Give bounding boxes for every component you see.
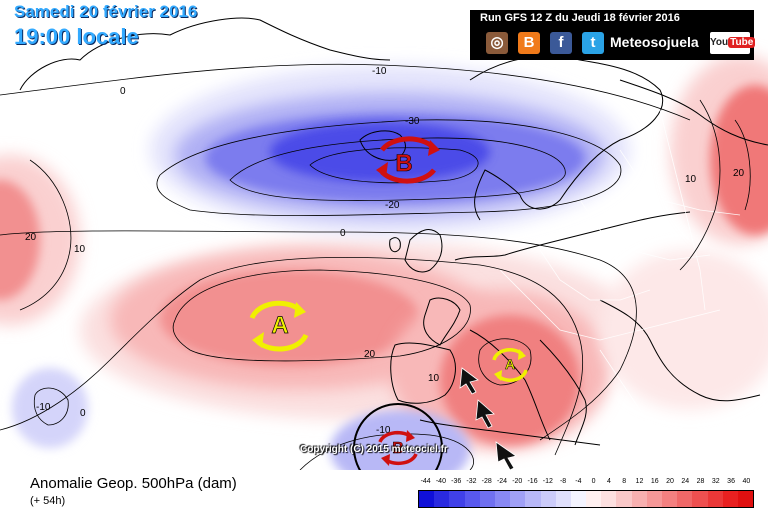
scale-labels: -44 -40 -36 -32 -28 -24 -20 -16 -12 -8 -4 0 4 8 12 16 20… bbox=[418, 478, 754, 490]
scale-swatch bbox=[616, 491, 632, 507]
scale-label: 36 bbox=[727, 478, 735, 485]
forecast-date: Samedi 20 février 2016 bbox=[14, 2, 198, 21]
scale-swatch bbox=[555, 491, 571, 507]
scale-label: 0 bbox=[591, 478, 596, 485]
high-pressure-atlantic: A bbox=[249, 300, 309, 352]
scale-label: 24 bbox=[681, 478, 690, 485]
contour-label: -10 bbox=[376, 425, 391, 436]
contour-label: 10 bbox=[74, 244, 86, 255]
low-center-letter: B bbox=[395, 150, 412, 177]
scale-label: 16 bbox=[650, 478, 659, 485]
scale-label: 8 bbox=[622, 478, 627, 485]
flow-arrow-icon bbox=[475, 399, 495, 429]
copyright-notice: Copyright (C) 2015 meteociel.fr bbox=[300, 444, 448, 455]
scale-label: 4 bbox=[606, 478, 611, 485]
scale-label: 20 bbox=[666, 478, 674, 485]
youtube-icon[interactable]: You Tube bbox=[710, 32, 756, 54]
scale-swatch bbox=[646, 491, 662, 507]
scale-swatch bbox=[449, 491, 465, 507]
flow-arrows bbox=[459, 367, 517, 471]
scale-swatch bbox=[464, 491, 480, 507]
contour-label: 0 bbox=[120, 86, 126, 97]
forecast-time: 19:00 locale bbox=[14, 24, 139, 49]
contour-label: 10 bbox=[685, 174, 697, 185]
scale-swatch bbox=[540, 491, 556, 507]
low-center-letter: B bbox=[392, 440, 404, 457]
country-borders bbox=[499, 109, 741, 441]
scale-label: -36 bbox=[451, 478, 462, 485]
scale-label: -4 bbox=[575, 478, 582, 485]
scale-swatch bbox=[662, 491, 678, 507]
scale-label: 32 bbox=[711, 478, 720, 485]
negative-anomaly-fields bbox=[12, 65, 630, 490]
scale-swatch bbox=[722, 491, 738, 507]
scale-label: 12 bbox=[635, 478, 644, 485]
twitter-icon[interactable]: t bbox=[582, 32, 604, 54]
youtube-you: You bbox=[710, 37, 729, 48]
contour-label: -30 bbox=[405, 116, 420, 127]
scale-bar bbox=[418, 490, 754, 508]
contour-label: -10 bbox=[36, 402, 51, 413]
scale-label: -16 bbox=[527, 478, 538, 485]
scale-label: -20 bbox=[512, 478, 523, 485]
geopotential-contours bbox=[0, 63, 751, 471]
scale-label: -8 bbox=[559, 478, 567, 485]
instagram-icon[interactable]: ◎ bbox=[486, 32, 508, 54]
social-bar: ◎ B f t Meteosojuela You Tube bbox=[470, 26, 756, 60]
scale-swatch bbox=[419, 491, 435, 507]
scale-swatch bbox=[479, 491, 495, 507]
low-pressure-morocco: B bbox=[353, 403, 443, 493]
scale-swatch bbox=[631, 491, 647, 507]
brand-name[interactable]: Meteosojuela bbox=[610, 34, 699, 50]
scale-label: -12 bbox=[542, 478, 553, 485]
contour-label: 20 bbox=[25, 232, 37, 243]
scale-label: -44 bbox=[420, 478, 431, 485]
run-banner: Run GFS 12 Z du Jeudi 18 février 2016 bbox=[470, 10, 754, 26]
scale-label: -32 bbox=[466, 478, 477, 485]
forecast-lead-time: (+ 54h) bbox=[30, 495, 66, 507]
contour-labels: -10 -30 -20 0 0 10 20 20 10 20 10 -10 0 … bbox=[25, 66, 745, 436]
contour-label: 10 bbox=[428, 373, 440, 384]
contour-label: 0 bbox=[340, 228, 346, 239]
color-scale-legend: -44 -40 -36 -32 -28 -24 -20 -16 -12 -8 -4 0 4 8 12 16 20… bbox=[418, 478, 754, 508]
map-title: Anomalie Geop. 500hPa (dam) bbox=[30, 475, 237, 492]
scale-swatch bbox=[601, 491, 617, 507]
scale-swatch bbox=[510, 491, 526, 507]
scale-swatch bbox=[525, 491, 541, 507]
high-center-letter: A bbox=[505, 356, 515, 372]
scale-swatch bbox=[707, 491, 723, 507]
youtube-tube: Tube bbox=[728, 37, 756, 48]
flow-arrow-icon bbox=[459, 367, 479, 395]
contour-label: 0 bbox=[80, 408, 86, 419]
scale-label: -24 bbox=[496, 478, 508, 485]
scale-label: -28 bbox=[481, 478, 492, 485]
high-pressure-france: A bbox=[492, 348, 528, 382]
high-center-letter: A bbox=[271, 312, 288, 339]
flow-arrow-icon bbox=[495, 441, 517, 471]
scale-swatch bbox=[677, 491, 693, 507]
scale-swatch bbox=[494, 491, 511, 507]
contour-label: -10 bbox=[372, 66, 387, 77]
scale-label: -40 bbox=[435, 478, 446, 485]
blogger-icon[interactable]: B bbox=[518, 32, 540, 54]
scale-label: 40 bbox=[742, 478, 751, 485]
contour-label: 20 bbox=[364, 349, 376, 360]
scale-swatch bbox=[586, 491, 602, 507]
contour-label: -20 bbox=[385, 200, 400, 211]
scale-swatch bbox=[737, 491, 754, 507]
contour-label: 20 bbox=[733, 168, 745, 179]
scale-swatch bbox=[570, 491, 587, 507]
scale-swatch bbox=[434, 491, 450, 507]
scale-swatch bbox=[692, 491, 708, 507]
facebook-icon[interactable]: f bbox=[550, 32, 572, 54]
scale-label: 28 bbox=[696, 478, 705, 485]
low-pressure-north: B bbox=[376, 136, 440, 184]
